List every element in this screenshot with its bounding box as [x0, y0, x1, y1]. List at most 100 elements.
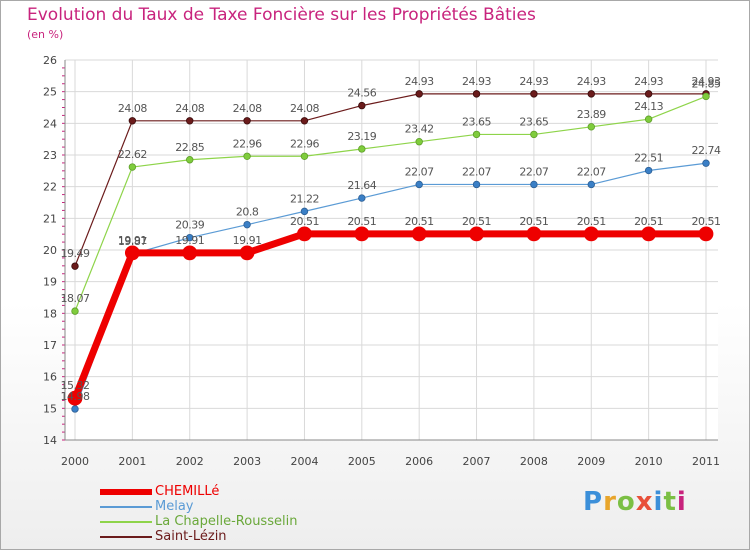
data-point-saint-lezin: [243, 117, 251, 125]
data-label-chemille: 19.91: [118, 234, 147, 247]
data-point-chemille: [354, 226, 370, 242]
y-tick-label: 24: [43, 117, 57, 130]
legend-label-melay: Melay: [155, 499, 194, 514]
legend-swatch-la-chapelle-rousselin: [100, 521, 152, 523]
data-label-melay: 20.8: [236, 206, 259, 219]
data-point-melay: [530, 180, 538, 189]
data-label-saint-lezin: 24.93: [519, 75, 548, 88]
data-point-la-chapelle-rousselin: [186, 156, 194, 164]
data-point-chemille: [411, 226, 427, 242]
data-label-melay: 14.98: [61, 390, 90, 403]
logo-letter: P: [583, 487, 604, 517]
y-tick-label: 19: [43, 276, 57, 289]
x-tick-label: 2002: [176, 455, 204, 468]
data-label-saint-lezin: 24.93: [405, 75, 434, 88]
data-label-saint-lezin: 24.08: [290, 102, 319, 115]
data-point-melay: [702, 159, 710, 167]
legend-swatch-chemille: [100, 489, 152, 495]
y-tick-label: 18: [43, 307, 57, 320]
data-label-la-chapelle-rousselin: 23.89: [577, 108, 606, 121]
data-point-la-chapelle-rousselin: [358, 145, 366, 153]
data-point-la-chapelle-rousselin: [702, 92, 710, 101]
y-tick-label: 16: [43, 371, 57, 384]
logo-letter: o: [616, 487, 636, 517]
data-point-melay: [587, 180, 595, 189]
data-label-saint-lezin: 19.49: [61, 247, 90, 260]
series-line-la-chapelle-rousselin: [74, 95, 707, 312]
data-label-melay: 22.74: [692, 144, 721, 157]
data-label-chemille: 20.51: [519, 215, 548, 228]
data-label-la-chapelle-rousselin: 24.85: [692, 77, 721, 90]
data-label-chemille: 20.51: [347, 215, 376, 228]
legend-label-la-chapelle-rousselin: La Chapelle-Rousselin: [155, 514, 298, 529]
logo-letter: i: [653, 487, 664, 517]
logo-letter: i: [676, 487, 687, 517]
data-label-la-chapelle-rousselin: 18.07: [61, 292, 90, 305]
data-point-chemille: [641, 226, 657, 242]
logo-letter: r: [603, 487, 617, 517]
data-label-chemille: 19.91: [233, 234, 262, 247]
data-point-la-chapelle-rousselin: [530, 130, 538, 139]
series-line-melay: [74, 162, 707, 410]
y-tick-label: 25: [43, 86, 57, 99]
data-label-la-chapelle-rousselin: 22.96: [290, 137, 319, 150]
x-tick-label: 2004: [290, 455, 318, 468]
x-tick-label: 2007: [463, 455, 491, 468]
x-tick-label: 2005: [348, 455, 376, 468]
y-tick-label: 21: [43, 212, 57, 225]
legend-label-saint-lezin: Saint-Lézin: [155, 529, 227, 544]
data-point-chemille: [67, 390, 83, 406]
data-label-melay: 22.07: [519, 165, 548, 178]
data-label-melay: 22.07: [577, 165, 606, 178]
x-tick-label: 2009: [577, 455, 605, 468]
y-tick-label: 23: [43, 149, 57, 162]
data-point-saint-lezin: [472, 90, 481, 98]
data-label-saint-lezin: 24.56: [347, 87, 376, 100]
legend-label-chemille: CHEMILLé: [155, 484, 220, 499]
data-label-la-chapelle-rousselin: 23.65: [462, 115, 491, 128]
data-point-chemille: [182, 245, 198, 261]
data-point-melay: [71, 405, 79, 413]
logo-letter: t: [663, 487, 677, 517]
data-point-la-chapelle-rousselin: [243, 152, 251, 160]
data-label-saint-lezin: 24.93: [462, 75, 491, 88]
y-tick-label: 15: [43, 402, 57, 415]
data-point-saint-lezin: [644, 90, 653, 98]
data-point-melay: [472, 180, 481, 189]
data-point-saint-lezin: [300, 117, 309, 125]
series-line-saint-lezin: [74, 93, 706, 267]
proxiti-logo: Proxiti: [583, 487, 687, 517]
x-tick-label: 2011: [692, 455, 720, 468]
x-tick-label: 2010: [635, 455, 663, 468]
data-label-la-chapelle-rousselin: 24.13: [634, 100, 663, 113]
data-label-saint-lezin: 24.08: [118, 102, 147, 115]
data-label-la-chapelle-rousselin: 22.62: [118, 148, 147, 161]
data-label-chemille: 20.51: [290, 215, 319, 228]
data-point-saint-lezin: [71, 262, 79, 270]
chart-title: Evolution du Taux de Taxe Foncière sur l…: [27, 5, 536, 25]
data-label-chemille: 20.51: [577, 215, 606, 228]
data-label-melay: 22.07: [462, 165, 491, 178]
data-point-saint-lezin: [128, 117, 137, 125]
data-label-chemille: 15.32: [61, 379, 90, 392]
data-point-la-chapelle-rousselin: [128, 163, 137, 171]
data-label-chemille: 20.51: [405, 215, 434, 228]
x-tick-label: 2003: [233, 455, 261, 468]
legend-swatch-saint-lezin: [100, 536, 152, 538]
data-point-la-chapelle-rousselin: [644, 115, 653, 123]
data-point-chemille: [469, 226, 484, 242]
logo-letter: x: [635, 487, 654, 517]
chart-subtitle: (en %): [27, 28, 64, 41]
data-label-chemille: 20.51: [692, 215, 721, 228]
data-point-saint-lezin: [530, 90, 538, 98]
data-label-melay: 22.51: [634, 152, 663, 165]
x-tick-label: 2000: [61, 455, 89, 468]
data-point-saint-lezin: [186, 117, 194, 125]
data-point-saint-lezin: [358, 101, 366, 110]
data-point-melay: [644, 166, 653, 175]
x-tick-label: 2006: [405, 455, 433, 468]
data-point-melay: [186, 233, 194, 242]
y-tick-label: 17: [43, 339, 57, 352]
data-point-chemille: [124, 245, 140, 261]
